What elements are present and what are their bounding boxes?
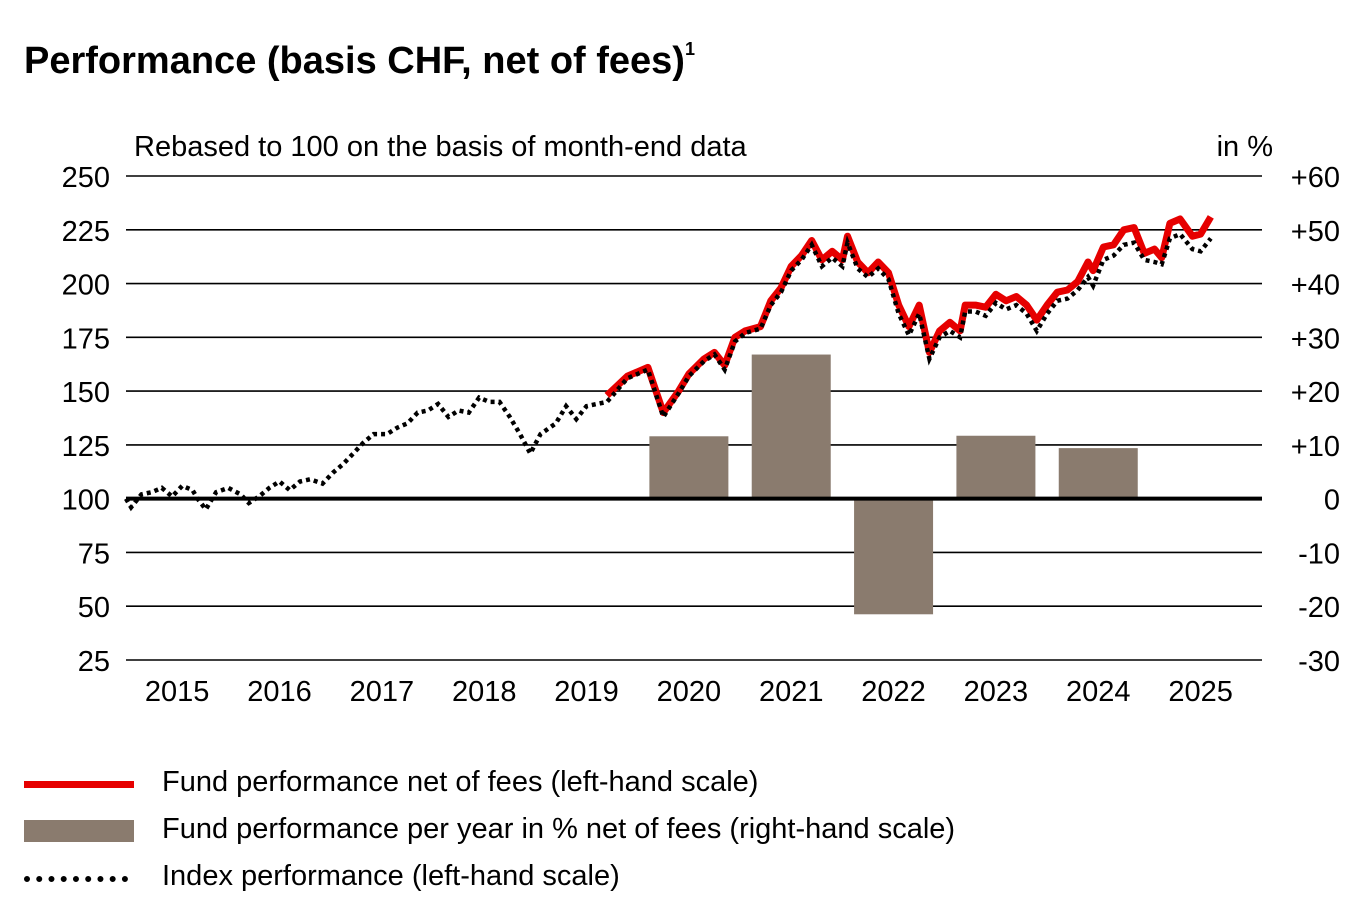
right-tick-label: -30 — [1298, 646, 1340, 678]
annual-bar — [1058, 448, 1138, 499]
legend-swatch-fund-line — [24, 781, 134, 788]
legend-swatch-index-dotted — [24, 876, 128, 882]
right-tick-label: +30 — [1291, 323, 1340, 355]
x-tick-label: 2018 — [452, 676, 517, 708]
legend-label-annual: Fund performance per year in % net of fe… — [162, 813, 956, 845]
left-tick-label: 175 — [62, 323, 110, 355]
series-lines — [124, 215, 1214, 514]
annual-bar — [751, 354, 831, 499]
performance-chart: 250 +60 225 +50 200 +40 175 +30 150 +20 125 +10 100 0… — [62, 131, 1340, 708]
chart-title: Performance (basis CHF, net of fees)1 — [24, 39, 695, 83]
grid-lines — [126, 175, 1262, 661]
index-line — [124, 231, 1213, 514]
right-tick-label: +50 — [1291, 216, 1340, 248]
fund-line — [604, 215, 1214, 417]
left-tick-label: 75 — [78, 538, 110, 570]
annual-bar — [854, 498, 934, 615]
x-tick-label: 2019 — [554, 676, 619, 708]
x-tick-label: 2017 — [350, 676, 415, 708]
left-tick-label: 225 — [62, 216, 110, 248]
legend-swatch-annual-bar — [24, 820, 134, 842]
annual-bar — [649, 436, 729, 499]
chart-title-text: Performance (basis CHF, net of fees) — [24, 40, 685, 82]
x-tick-label: 2015 — [145, 676, 210, 708]
annual-bar — [956, 435, 1036, 499]
x-tick-label: 2020 — [657, 676, 722, 708]
right-tick-label: -10 — [1298, 538, 1340, 570]
right-tick-label: 0 — [1324, 485, 1340, 517]
x-tick-label: 2016 — [247, 676, 312, 708]
annual-bars — [649, 354, 1138, 615]
left-tick-label: 50 — [78, 592, 110, 624]
x-tick-label: 2025 — [1168, 676, 1233, 708]
x-tick-label: 2022 — [861, 676, 926, 708]
chart-subtitle: Rebased to 100 on the basis of month-end… — [134, 131, 748, 163]
x-tick-label: 2021 — [759, 676, 824, 708]
left-tick-label: 25 — [78, 646, 110, 678]
left-tick-label: 125 — [62, 431, 110, 463]
right-tick-label: +40 — [1291, 270, 1340, 302]
left-tick-label: 250 — [62, 162, 110, 194]
legend-label-fund: Fund performance net of fees (left-hand … — [162, 766, 759, 798]
right-tick-label: +60 — [1291, 162, 1340, 194]
chart-title-footnote: 1 — [684, 39, 695, 60]
axis-labels: 250 +60 225 +50 200 +40 175 +30 150 +20 125 +10 100 0… — [62, 162, 1340, 708]
left-tick-label: 150 — [62, 377, 110, 409]
legend-label-index: Index performance (left-hand scale) — [162, 860, 620, 892]
x-tick-label: 2023 — [964, 676, 1029, 708]
right-axis-unit: in % — [1217, 131, 1273, 163]
right-tick-label: -20 — [1298, 592, 1340, 624]
right-tick-label: +20 — [1291, 377, 1340, 409]
right-tick-label: +10 — [1291, 431, 1340, 463]
left-tick-label: 100 — [62, 485, 110, 517]
x-tick-label: 2024 — [1066, 676, 1131, 708]
left-tick-label: 200 — [62, 270, 110, 302]
